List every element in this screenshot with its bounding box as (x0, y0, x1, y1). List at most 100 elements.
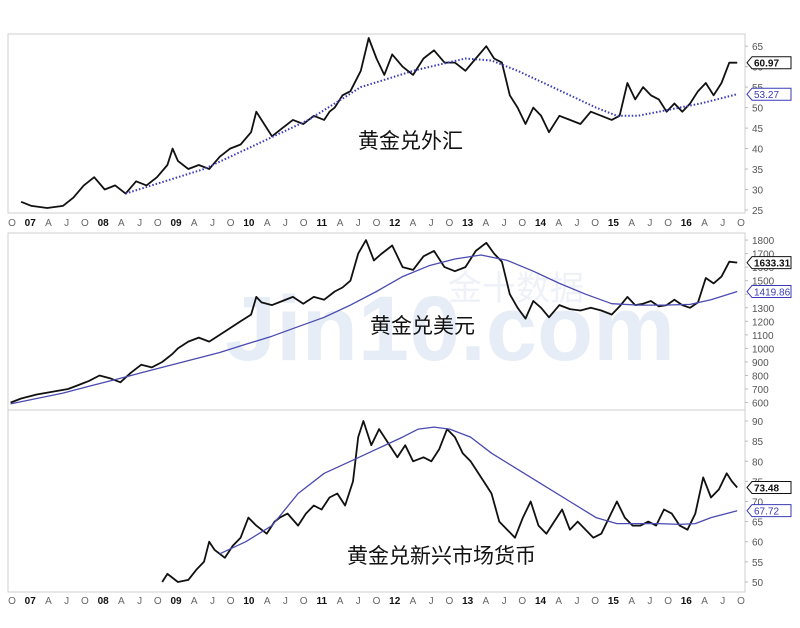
svg-text:1419.86: 1419.86 (754, 288, 791, 299)
y-tick-label: 600 (752, 399, 769, 410)
x-tick-label: J (283, 596, 288, 607)
x-tick-label: 09 (170, 596, 182, 607)
x-tick-label: A (555, 218, 562, 229)
x-tick-label: O (8, 218, 16, 229)
x-tick-label: A (555, 596, 562, 607)
y-tick-label: 1500 (752, 277, 775, 288)
last-ma-tag: 1419.86 (746, 285, 792, 299)
x-tick-label: J (502, 596, 507, 607)
x-tick-label: J (210, 596, 215, 607)
y-tick-label: 40 (752, 145, 764, 156)
x-tick-label: A (628, 218, 635, 229)
panel-2-title: 黄金兑美元 (370, 314, 475, 338)
y-tick-label: 55 (752, 558, 764, 569)
x-tick-label: J (574, 218, 579, 229)
y-tick-label: 900 (752, 358, 769, 369)
svg-text:67.72: 67.72 (754, 507, 779, 518)
x-tick-label: A (628, 596, 635, 607)
x-tick-label: 07 (25, 218, 37, 229)
y-tick-label: 80 (752, 457, 764, 468)
y-tick-label: 30 (752, 186, 764, 197)
panel-3-title: 黄金兑新兴市场货币 (347, 544, 536, 568)
y-tick-label: 1300 (752, 304, 775, 315)
y-tick-label: 1700 (752, 250, 775, 261)
x-tick-label: J (356, 218, 361, 229)
y-tick-label: 65 (752, 42, 764, 53)
x-tick-label: J (502, 218, 507, 229)
x-tick-label: J (647, 218, 652, 229)
x-tick-label: O (154, 596, 162, 607)
x-tick-label: A (45, 218, 52, 229)
y-tick-label: 1200 (752, 317, 775, 328)
x-tick-label: O (373, 218, 381, 229)
last-price-tag: 60.97 (746, 56, 792, 70)
x-tick-label: 07 (25, 596, 37, 607)
x-tick-label: O (591, 218, 599, 229)
x-tick-label: A (410, 596, 417, 607)
x-tick-label: J (137, 218, 142, 229)
watermark-en: Jin10.com (225, 278, 675, 380)
x-tick-label: J (64, 596, 69, 607)
last-price-tag: 1633.31 (746, 256, 792, 270)
y-tick-label: 90 (752, 417, 764, 428)
x-tick-label: 12 (389, 596, 401, 607)
x-tick-label: J (283, 218, 288, 229)
panel-gold-vs-usd: 6007008009001000110012001300140015001600… (10, 236, 792, 410)
x-tick-label: O (664, 596, 672, 607)
y-tick-label: 50 (752, 104, 764, 115)
x-tick-label: A (483, 218, 490, 229)
x-tick-label: O (518, 218, 526, 229)
y-tick-label: 60 (752, 538, 764, 549)
watermark-cn: 金十数据 (448, 269, 584, 309)
x-tick-label: J (647, 596, 652, 607)
x-tick-label: 12 (389, 218, 401, 229)
x-tick-label: A (264, 596, 271, 607)
svg-text:60.97: 60.97 (754, 59, 779, 70)
x-tick-label: A (118, 218, 125, 229)
x-axis-bottom: O 07 A J O 08 A J O 09 A J O 10 A J O 11 A J O 12 A J O 13 A J O 14 A J… (8, 596, 745, 607)
x-tick-label: O (227, 596, 235, 607)
x-tick-label: 10 (243, 596, 255, 607)
x-tick-label: O (446, 596, 454, 607)
x-tick-label: A (337, 596, 344, 607)
moving-average-line (10, 254, 738, 405)
x-tick-label: 13 (462, 218, 474, 229)
moving-average-line (219, 426, 738, 555)
x-tick-label: A (191, 218, 198, 229)
watermark: Jin10.com 金十数据 (225, 269, 675, 380)
x-tick-label: 15 (608, 218, 620, 229)
x-tick-label: O (300, 218, 308, 229)
panel-1-frame (7, 33, 746, 214)
x-tick-label: O (446, 218, 454, 229)
x-tick-label: A (483, 596, 490, 607)
x-tick-label: O (81, 596, 89, 607)
y-tick-label: 700 (752, 385, 769, 396)
y-tick-label: 1800 (752, 236, 775, 247)
last-price-tag: 73.48 (746, 481, 792, 495)
x-tick-label: A (337, 218, 344, 229)
x-tick-label: A (118, 596, 125, 607)
moving-average-line (125, 57, 738, 195)
x-tick-label: O (591, 596, 599, 607)
x-axis-top: O 07 A J O 08 A J O 09 A J O 10 A J O 11 A J O 12 A J O 13 A J O 14 A J… (8, 218, 745, 229)
x-tick-label: A (701, 218, 708, 229)
x-tick-label: J (574, 596, 579, 607)
price-line (20, 37, 738, 209)
x-tick-label: 14 (535, 218, 547, 229)
x-tick-label: 08 (98, 218, 110, 229)
panel-1-title: 黄金兑外汇 (358, 129, 463, 153)
y-tick-label: 50 (752, 578, 764, 589)
svg-text:73.48: 73.48 (754, 484, 779, 495)
x-tick-label: O (737, 596, 745, 607)
x-tick-label: 13 (462, 596, 474, 607)
y-tick-label: 65 (752, 518, 764, 529)
x-tick-label: 16 (681, 218, 693, 229)
x-tick-label: 09 (170, 218, 182, 229)
x-tick-label: A (264, 218, 271, 229)
x-tick-label: O (518, 596, 526, 607)
y-tick-label: 800 (752, 371, 769, 382)
x-tick-label: 15 (608, 596, 620, 607)
x-tick-label: 08 (98, 596, 110, 607)
